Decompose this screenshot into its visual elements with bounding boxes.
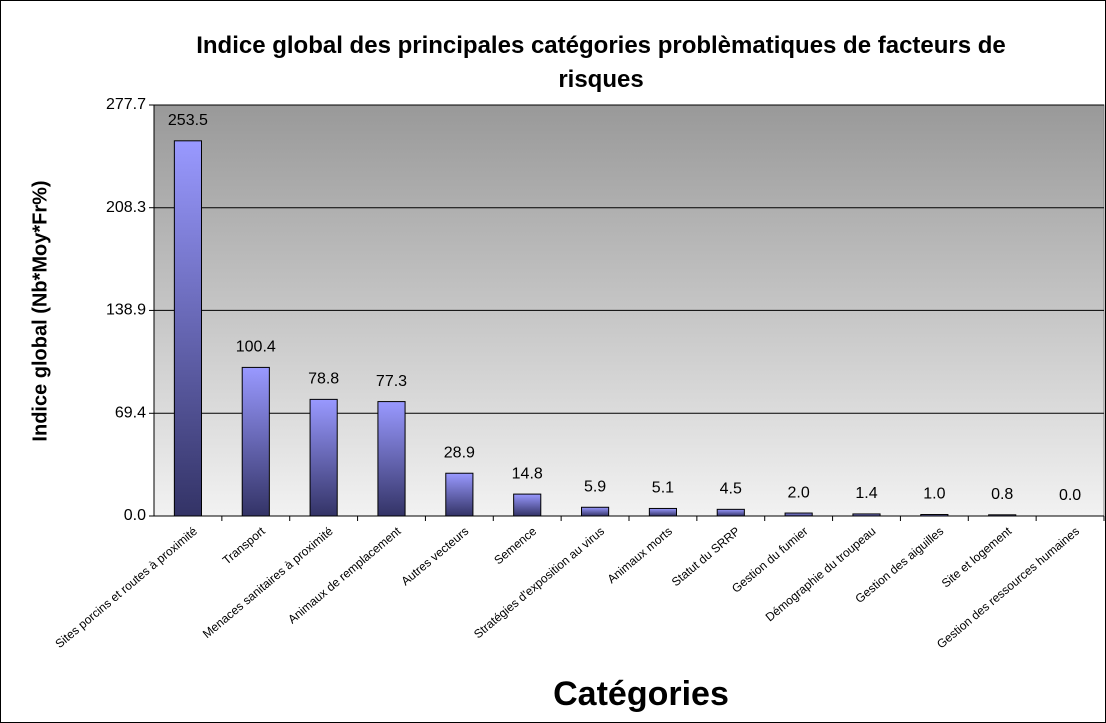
x-tick-label: Stratégies d'exposition au virus xyxy=(471,524,607,641)
x-tick-label: Démographie du troupeau xyxy=(763,524,879,624)
value-label: 1.0 xyxy=(923,486,945,503)
bar xyxy=(241,366,270,517)
x-tick-label: Autres vecteurs xyxy=(398,524,471,588)
x-tick-label: Gestion des ressources humaines xyxy=(934,524,1082,651)
x-tick-label: Statut du SRRP xyxy=(669,524,743,589)
bar xyxy=(988,514,1017,517)
y-tick-label: 138.9 xyxy=(106,302,146,319)
y-tick-label: 0.0 xyxy=(124,507,146,524)
bar xyxy=(920,514,949,517)
x-tick-label: Sites porcins et routes à proximité xyxy=(52,524,200,651)
value-label: 253.5 xyxy=(168,112,208,129)
bar xyxy=(173,140,203,517)
bar xyxy=(377,401,406,517)
x-tick-label: Menaces sanitaires à proximité xyxy=(200,524,336,641)
y-tick-label: 69.4 xyxy=(115,405,146,422)
y-tick-label: 208.3 xyxy=(106,199,146,216)
value-label: 14.8 xyxy=(512,465,543,482)
x-tick-label: Site et logement xyxy=(939,524,1015,591)
value-label: 28.9 xyxy=(444,444,475,461)
bar xyxy=(309,398,338,517)
bar xyxy=(581,506,610,517)
bar xyxy=(648,507,677,517)
bar xyxy=(852,513,881,517)
y-tick-label: 277.7 xyxy=(106,96,146,113)
value-label: 77.3 xyxy=(376,373,407,390)
x-tick-label: Semence xyxy=(491,524,539,568)
x-tick-label: Animaux de remplacement xyxy=(285,524,404,627)
bar xyxy=(513,493,542,517)
bar xyxy=(445,472,474,517)
value-label: 4.5 xyxy=(720,481,742,498)
bar xyxy=(716,508,745,517)
value-label: 100.4 xyxy=(236,339,276,356)
value-label: 78.8 xyxy=(308,371,339,388)
chart-title: Indice global des principales catégories… xyxy=(196,32,1006,93)
bar xyxy=(784,512,813,517)
x-axis-title: Catégories xyxy=(553,675,729,713)
x-tick-label: Transport xyxy=(220,524,269,568)
value-label: 5.1 xyxy=(652,480,674,497)
value-label: 1.4 xyxy=(855,485,877,502)
value-label: 0.8 xyxy=(991,486,1013,503)
x-tick-label: Animaux morts xyxy=(605,524,675,586)
value-label: 0.0 xyxy=(1059,487,1081,504)
value-label: 5.9 xyxy=(584,478,606,495)
y-axis-title: Indice global (Nb*Moy*Fr%) xyxy=(29,180,51,441)
value-label: 2.0 xyxy=(788,484,810,501)
